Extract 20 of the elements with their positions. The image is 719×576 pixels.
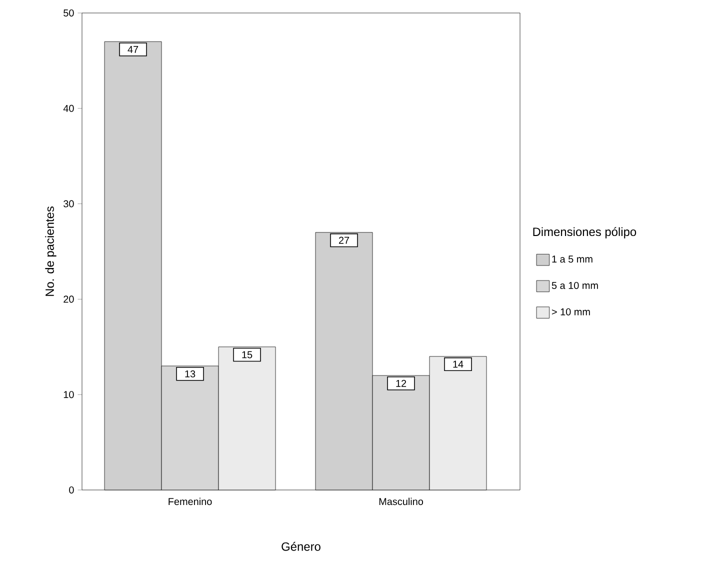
data-label: 15 [242, 351, 252, 358]
x-axis-title: Género [282, 542, 320, 551]
y-tick-label: 30 [64, 200, 74, 208]
legend-label: > 10 mm [552, 308, 590, 316]
data-label: 27 [338, 236, 350, 244]
legend-title: Dimensiones pólipo [533, 227, 636, 238]
legend-label: 1 a 5 mm [552, 256, 592, 263]
x-tick-label: Femenino [168, 498, 212, 506]
data-label: 47 [128, 46, 138, 53]
y-tick-label: 0 [69, 486, 74, 494]
y-tick-label: 40 [63, 104, 74, 112]
data-label: 13 [185, 370, 196, 378]
y-tick-label: 50 [64, 9, 74, 17]
y-axis-title: No. de pacientes [45, 206, 56, 296]
y-tick-label: 20 [64, 296, 74, 303]
legend-label: 5 a 10 mm [552, 282, 598, 290]
data-label: 14 [453, 360, 464, 368]
x-tick-label: Masculino [379, 498, 424, 506]
data-label: 12 [396, 380, 406, 387]
y-tick-label: 10 [64, 391, 74, 398]
